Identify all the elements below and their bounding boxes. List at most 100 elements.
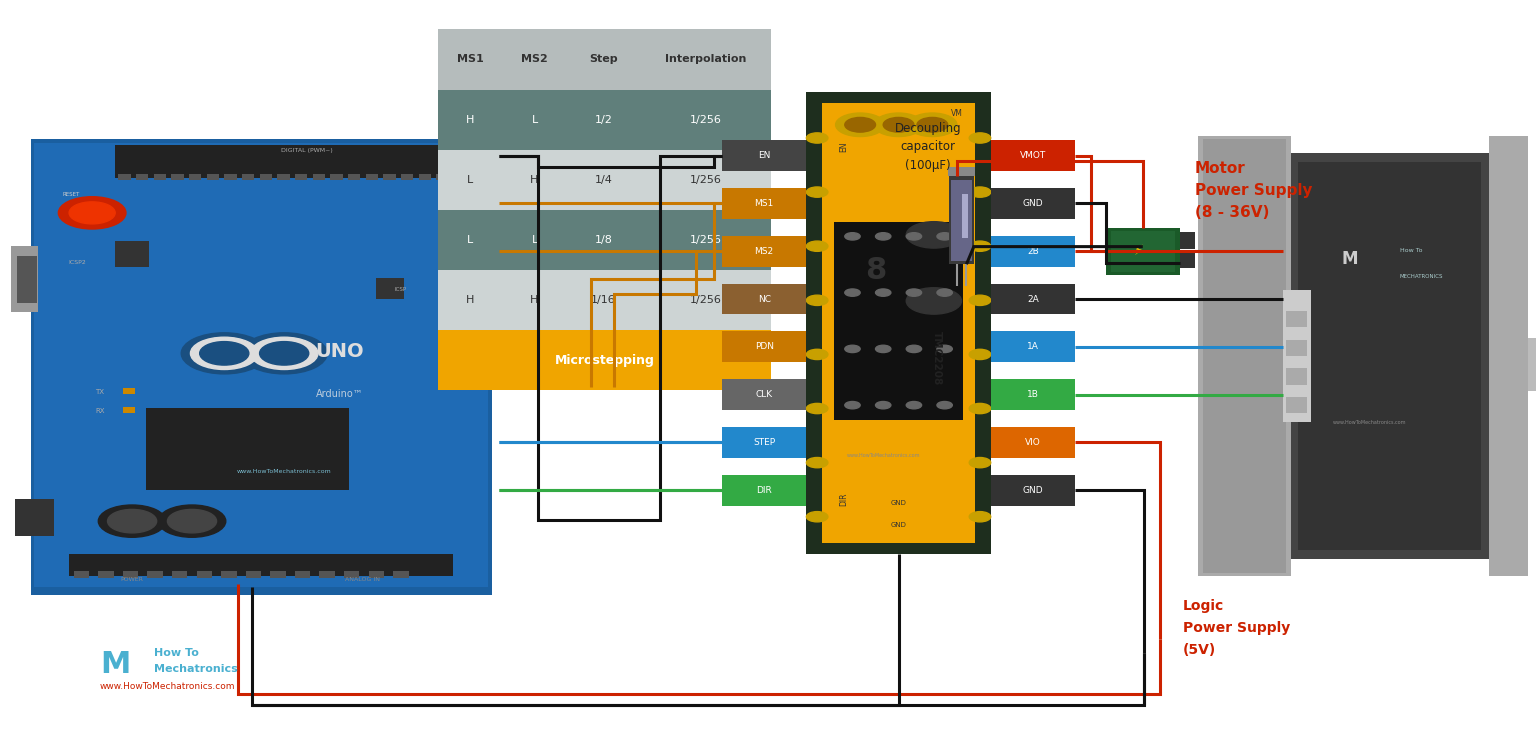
Bar [246,571,261,578]
Text: POWER: POWER [121,578,143,582]
Bar [436,174,449,180]
Bar [438,90,771,150]
Text: DIR: DIR [756,486,773,495]
Text: www.HowToMechatronics.com: www.HowToMechatronics.com [100,682,235,691]
Bar [123,407,135,413]
Text: NC: NC [757,294,771,304]
Text: (100μF): (100μF) [905,159,951,172]
Circle shape [969,512,991,522]
Bar [319,571,335,578]
Circle shape [969,404,991,414]
Bar [1286,368,1307,385]
Circle shape [969,349,991,360]
Bar [962,194,968,238]
Bar [115,241,149,267]
Text: RESET: RESET [61,192,80,197]
Text: UNO: UNO [315,341,364,360]
Circle shape [108,509,157,533]
Bar [418,174,430,180]
Bar [1106,228,1180,275]
Bar [722,379,806,410]
Text: www.HowToMechatronics.com: www.HowToMechatronics.com [846,453,920,457]
Text: MS1: MS1 [754,199,774,208]
Text: GND: GND [1023,199,1043,208]
Bar [313,174,326,180]
Bar [189,174,201,180]
Bar [172,571,187,578]
Bar [1286,340,1307,356]
Circle shape [200,341,249,365]
Bar [1286,397,1307,413]
Text: VM: VM [951,109,963,118]
Bar [243,174,255,180]
Text: 1A: 1A [1028,342,1038,352]
Text: capacitor: capacitor [900,140,955,153]
Text: VMOT: VMOT [1020,151,1046,160]
Circle shape [98,505,166,537]
Bar [224,174,237,180]
Circle shape [69,202,115,224]
Bar [393,571,409,578]
Bar [1290,153,1488,559]
Circle shape [845,345,860,352]
Bar [366,174,378,180]
Circle shape [969,241,991,251]
Bar [98,571,114,578]
Text: Motor: Motor [1195,161,1246,176]
Circle shape [906,345,922,352]
Text: L: L [531,235,538,245]
Text: Mechatronics: Mechatronics [154,664,238,675]
Text: MS1: MS1 [456,54,484,65]
Circle shape [906,222,962,248]
Bar [438,150,771,210]
Bar [146,408,349,490]
Bar [991,236,1075,266]
Text: 2A: 2A [1028,294,1038,304]
Text: EN: EN [757,151,771,160]
Bar [34,143,488,587]
Circle shape [937,345,952,352]
Text: www.HowToMechatronics.com: www.HowToMechatronics.com [1333,420,1407,424]
Bar [1203,139,1286,573]
Bar [438,330,771,390]
Bar [376,278,404,299]
Bar [11,247,38,313]
Bar [69,554,453,576]
Bar [276,174,289,180]
Circle shape [181,333,267,374]
Text: ICSP: ICSP [395,287,407,292]
Text: (8 - 36V): (8 - 36V) [1195,206,1269,220]
Bar [1528,338,1536,391]
Bar [1488,136,1528,576]
Text: www.HowToMechatronics.com: www.HowToMechatronics.com [237,469,332,474]
Circle shape [58,197,126,229]
Bar [1111,231,1175,272]
Bar [15,499,54,536]
Bar [197,571,212,578]
Circle shape [250,337,318,369]
Text: 1/8: 1/8 [594,235,613,245]
Text: Decoupling: Decoupling [894,122,962,135]
Bar [382,174,395,180]
Bar [991,475,1075,506]
Circle shape [906,401,922,409]
Bar [991,140,1075,171]
Text: TX: TX [95,390,104,396]
Circle shape [845,117,876,132]
Text: How To: How To [1399,248,1422,252]
Circle shape [806,133,828,143]
Bar [135,174,147,180]
Text: EN: EN [839,142,848,152]
Text: TMC2208: TMC2208 [932,331,942,385]
Circle shape [806,295,828,305]
Text: DIR: DIR [839,493,848,506]
Text: L: L [531,115,538,125]
Bar [154,174,166,180]
Text: H: H [465,115,475,125]
Bar [806,92,991,554]
Circle shape [969,187,991,197]
Bar [949,176,974,264]
Text: Step: Step [590,54,617,65]
Bar [221,571,237,578]
Text: 1B: 1B [1028,390,1038,399]
